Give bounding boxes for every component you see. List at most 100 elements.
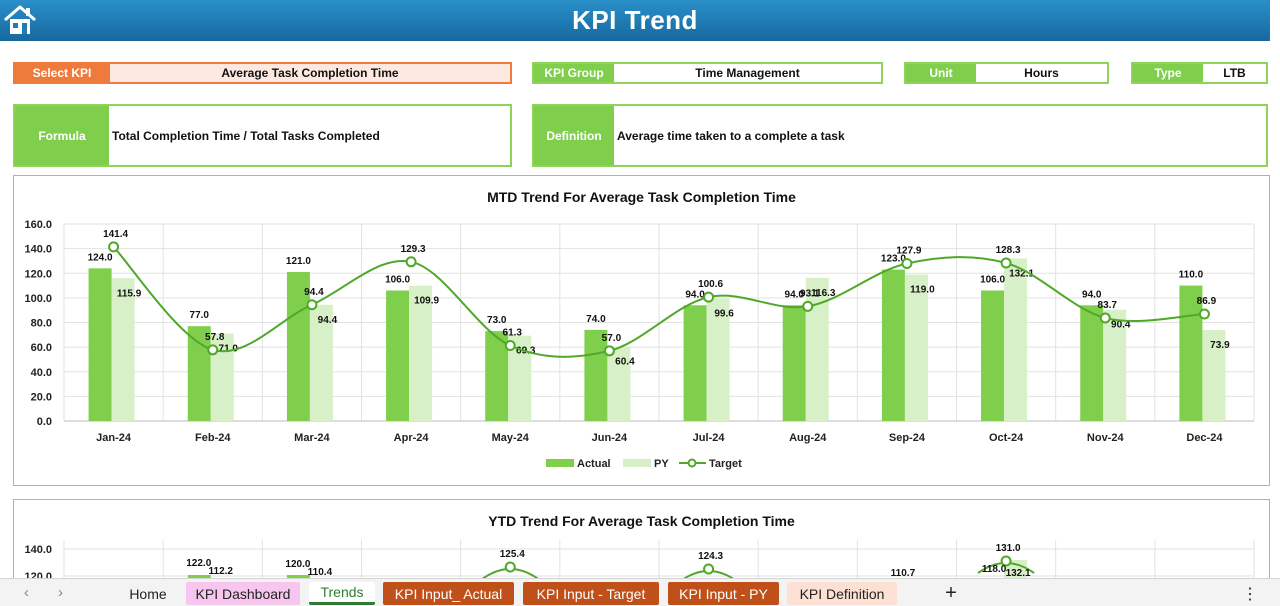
tab-trends[interactable]: Trends: [309, 582, 375, 605]
add-sheet-button[interactable]: +: [945, 582, 957, 604]
target-data-label: 57.0: [602, 333, 622, 344]
x-tick-label: May-24: [492, 432, 530, 444]
py-data-label: 94.4: [318, 315, 338, 326]
target-point: [603, 345, 615, 357]
x-tick-label: Aug-24: [789, 432, 827, 444]
py-bar: [805, 277, 829, 421]
tab-kpi-definition[interactable]: KPI Definition: [787, 582, 897, 605]
actual-data-label: 121.0: [286, 256, 311, 267]
tab-kpi-input-py[interactable]: KPI Input - PY: [668, 582, 779, 605]
tab-kpi-input-actual[interactable]: KPI Input_ Actual: [383, 582, 514, 605]
target-point: [1000, 555, 1012, 567]
scroll-left-icon[interactable]: ‹: [24, 584, 29, 601]
y-tick-label: 80.0: [31, 318, 52, 330]
mtd-chart-panel[interactable]: MTD Trend For Average Task Completion Ti…: [13, 175, 1270, 486]
x-tick-label: Jun-24: [592, 432, 628, 444]
x-tick-label: Dec-24: [1186, 432, 1223, 444]
target-data-label: 100.6: [698, 279, 723, 290]
target-point: [1198, 308, 1210, 320]
target-data-label: 128.3: [996, 245, 1021, 256]
more-options-icon[interactable]: ⋮: [1242, 585, 1258, 603]
data-label: 118.0: [982, 564, 1007, 575]
target-point: [703, 291, 715, 303]
actual-data-label: 94.0: [785, 289, 805, 300]
data-label: 112.2: [209, 566, 234, 577]
target-point: [1099, 312, 1111, 324]
target-point: [703, 563, 715, 575]
y-tick-label: 120.0: [24, 268, 52, 280]
kpi-group-box: KPI Group Time Management: [532, 62, 883, 84]
actual-data-label: 106.0: [980, 274, 1005, 285]
ytd-chart-title: YTD Trend For Average Task Completion Ti…: [488, 513, 795, 529]
target-data-label: 86.9: [1197, 296, 1217, 307]
actual-data-label: 110.0: [1179, 270, 1204, 281]
data-label: 122.0: [186, 558, 211, 569]
py-data-label: 90.4: [1111, 320, 1131, 331]
target-data-label: 94.4: [304, 287, 324, 298]
target-data-label: 57.8: [205, 332, 225, 343]
data-label: 110.7: [891, 568, 916, 579]
target-data-label: 141.4: [103, 229, 128, 240]
actual-bar: [683, 305, 707, 421]
target-data-label: 124.3: [698, 551, 723, 562]
tab-home[interactable]: Home: [129, 585, 167, 602]
actual-data-label: 73.0: [487, 315, 507, 326]
y-tick-label: 20.0: [31, 391, 52, 403]
home-icon[interactable]: [2, 3, 38, 37]
unit-label: Unit: [906, 64, 976, 82]
type-box: Type LTB: [1131, 62, 1268, 84]
actual-bar: [1080, 305, 1104, 421]
legend-target-label: Target: [709, 458, 742, 470]
py-data-label: 115.9: [117, 288, 142, 299]
target-point: [802, 300, 814, 312]
y-tick-label: 0.0: [37, 416, 52, 428]
target-point: [504, 561, 516, 573]
actual-data-label: 124.0: [88, 252, 113, 263]
header-banner: KPI Trend: [0, 0, 1270, 41]
actual-bar: [386, 290, 410, 421]
py-bar: [607, 346, 631, 421]
py-bar: [1004, 258, 1028, 421]
py-bar: [508, 335, 532, 421]
tab-kpi-input-target[interactable]: KPI Input - Target: [523, 582, 659, 605]
target-point: [1000, 257, 1012, 269]
select-kpi-dropdown[interactable]: Average Task Completion Time: [109, 64, 510, 82]
py-bar: [111, 278, 135, 421]
actual-data-label: 77.0: [190, 310, 210, 321]
target-data-label: 129.3: [401, 244, 426, 255]
target-point: [504, 340, 516, 352]
actual-data-label: 94.0: [1082, 289, 1102, 300]
target-point: [901, 258, 913, 270]
scroll-right-icon[interactable]: ›: [58, 584, 63, 601]
tab-kpi-dashboard[interactable]: KPI Dashboard: [186, 582, 300, 605]
py-bar: [904, 274, 928, 421]
select-kpi-box[interactable]: Select KPI Average Task Completion Time: [13, 62, 512, 84]
py-data-label: 73.9: [1210, 340, 1230, 351]
actual-bar: [782, 305, 806, 421]
x-tick-label: Jan-24: [96, 432, 132, 444]
target-data-label: 131.0: [996, 543, 1021, 554]
py-data-label: 132.1: [1009, 268, 1034, 279]
formula-label: Formula: [15, 106, 109, 165]
x-tick-label: Apr-24: [394, 432, 430, 444]
actual-bar: [881, 269, 905, 421]
data-label: 132.1: [1006, 568, 1031, 579]
y-tick-label: 40.0: [31, 367, 52, 379]
actual-data-label: 106.0: [385, 274, 410, 285]
legend-target-marker: [687, 458, 697, 468]
py-bar: [1202, 330, 1226, 421]
target-data-label: 61.3: [503, 328, 523, 339]
x-tick-label: Sep-24: [889, 432, 926, 444]
py-data-label: 119.0: [910, 284, 935, 295]
unit-box: Unit Hours: [904, 62, 1109, 84]
y-tick-label: 60.0: [31, 342, 52, 354]
ytd-chart-panel[interactable]: YTD Trend For Average Task Completion Ti…: [13, 499, 1270, 589]
target-data-label: 127.9: [896, 246, 921, 257]
kpi-group-label: KPI Group: [534, 64, 614, 82]
select-kpi-label: Select KPI: [15, 64, 109, 82]
sheet-tab-bar: ‹ › Home KPI Dashboard Trends KPI Input_…: [0, 578, 1280, 606]
y-tick-label: 160.0: [24, 219, 52, 231]
py-bar: [309, 304, 333, 421]
legend-py-swatch: [623, 459, 651, 467]
